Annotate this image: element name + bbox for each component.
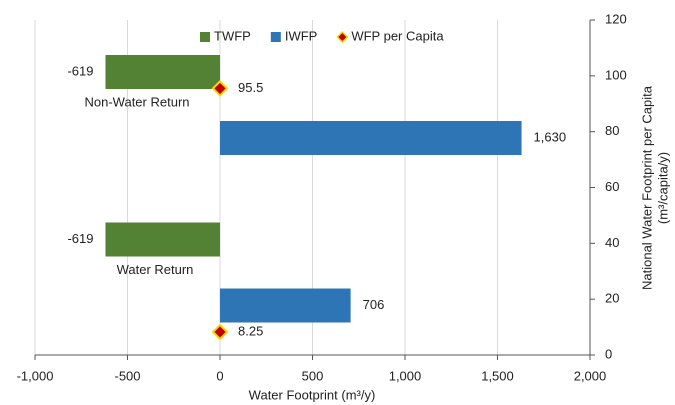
x-tick-label: 2,000	[574, 368, 607, 383]
y2-tick-label: 40	[605, 235, 619, 250]
diamond-marker	[211, 323, 229, 341]
legend-swatch	[270, 32, 281, 42]
legend-label: TWFP	[214, 28, 251, 43]
category-label: Water Return	[117, 262, 194, 277]
bar	[105, 55, 220, 89]
x-tick-label: 500	[302, 368, 324, 383]
y2-tick-label: 100	[605, 67, 627, 82]
data-label: -619	[67, 63, 93, 78]
legend-marker	[336, 30, 349, 44]
bar	[220, 288, 351, 323]
legend-label: IWFP	[285, 28, 318, 43]
x-tick-label: -500	[114, 368, 140, 383]
data-label: -619	[67, 231, 93, 246]
data-label: 706	[363, 297, 385, 312]
category-label: Non-Water Return	[85, 94, 190, 109]
x-tick-label: 0	[216, 368, 223, 383]
y2-tick-label: 80	[605, 123, 619, 138]
legend-label: WFP per Capita	[351, 28, 444, 43]
data-label: 1,630	[534, 129, 567, 144]
x-tick-label: -1,000	[17, 368, 54, 383]
legend-swatch	[200, 32, 210, 42]
x-axis-title: Water Footprint (m³/y)	[249, 387, 376, 402]
data-label: 95.5	[238, 80, 263, 95]
y2-tick-label: 60	[605, 179, 619, 194]
diamond-marker	[211, 79, 229, 97]
y2-axis-title: National Water Footprint per Capita	[639, 85, 654, 290]
y2-axis-title: (m³/capita/y)	[655, 152, 670, 224]
bar	[220, 121, 522, 155]
y2-tick-label: 20	[605, 291, 619, 306]
bar	[105, 222, 220, 257]
data-label: 8.25	[238, 323, 263, 338]
y2-tick-label: 0	[605, 346, 612, 361]
x-tick-label: 1,500	[481, 368, 514, 383]
x-tick-label: 1,000	[389, 368, 422, 383]
y2-tick-label: 120	[605, 11, 627, 26]
